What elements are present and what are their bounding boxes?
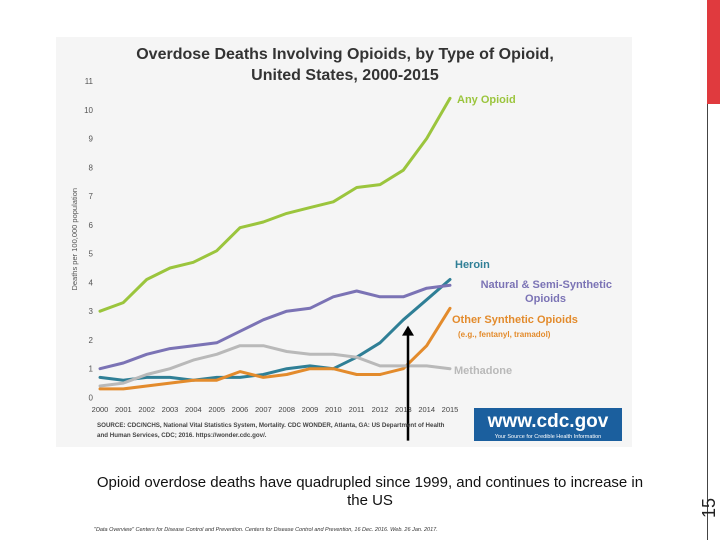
y-tick-label: 1 bbox=[89, 365, 94, 374]
x-tick-label: 2012 bbox=[372, 405, 389, 414]
y-tick-label: 0 bbox=[89, 394, 94, 403]
y-tick-label: 5 bbox=[89, 250, 94, 259]
x-tick-label: 2003 bbox=[162, 405, 179, 414]
series-line-any-opioid bbox=[98, 96, 452, 313]
slide-caption: Opioid overdose deaths have quadrupled s… bbox=[96, 474, 644, 509]
series-line-other-synthetic-opioids bbox=[98, 306, 452, 391]
series-label: Any Opioid bbox=[457, 94, 516, 106]
x-tick-label: 2014 bbox=[418, 405, 435, 414]
series-label: Other Synthetic Opioids bbox=[452, 314, 578, 326]
series-line-methadone bbox=[98, 344, 452, 388]
series-line-heroin bbox=[98, 278, 452, 382]
series-label: Natural & Semi-Synthetic bbox=[481, 279, 612, 291]
annotation-arrow-head bbox=[402, 325, 414, 336]
x-tick-label: 2015 bbox=[442, 405, 459, 414]
cdc-logo-tagline: Your Source for Credible Health Informat… bbox=[495, 434, 602, 440]
citation-footnote: "Data Overview" Centers for Disease Cont… bbox=[94, 527, 438, 533]
series-label: Heroin bbox=[455, 259, 490, 271]
cdc-logo-url: www.cdc.gov bbox=[487, 411, 609, 432]
y-tick-label: 7 bbox=[89, 192, 94, 201]
series-label: Methadone bbox=[454, 365, 512, 377]
slide-accent-bar bbox=[707, 0, 720, 104]
series-label: (e.g., fentanyl, tramadol) bbox=[458, 330, 551, 339]
y-axis-label: Deaths per 100,000 population bbox=[70, 188, 79, 291]
y-tick-label: 2 bbox=[89, 336, 94, 345]
x-tick-label: 2000 bbox=[92, 405, 109, 414]
series-line-natural-semi-synthetic-opioids bbox=[98, 283, 452, 371]
x-tick-label: 2007 bbox=[255, 405, 272, 414]
x-tick-label: 2004 bbox=[185, 405, 202, 414]
y-tick-label: 11 bbox=[85, 77, 94, 86]
x-tick-label: 2001 bbox=[115, 405, 132, 414]
x-tick-label: 2008 bbox=[278, 405, 295, 414]
x-tick-label: 2002 bbox=[138, 405, 155, 414]
slide-divider bbox=[707, 104, 708, 540]
source-note-line: and Human Services, CDC; 2016. https://w… bbox=[97, 432, 267, 439]
x-tick-label: 2011 bbox=[349, 405, 365, 414]
y-tick-label: 8 bbox=[89, 163, 94, 172]
x-tick-label: 2005 bbox=[208, 405, 225, 414]
x-tick-label: 2010 bbox=[325, 405, 342, 414]
chart-title-line: Overdose Deaths Involving Opioids, by Ty… bbox=[136, 46, 554, 63]
series-label: Opioids bbox=[525, 293, 566, 305]
x-tick-label: 2013 bbox=[395, 405, 412, 414]
chart-title-line: United States, 2000-2015 bbox=[251, 67, 439, 84]
x-tick-label: 2009 bbox=[302, 405, 319, 414]
y-tick-label: 6 bbox=[89, 221, 94, 230]
y-tick-label: 9 bbox=[89, 135, 94, 144]
y-tick-label: 10 bbox=[84, 106, 93, 115]
x-tick-label: 2006 bbox=[232, 405, 249, 414]
y-tick-label: 4 bbox=[89, 278, 94, 287]
cdc-logo-box bbox=[474, 408, 622, 441]
source-note-line: SOURCE: CDC/NCHS, National Vital Statist… bbox=[97, 422, 445, 429]
y-tick-label: 3 bbox=[89, 307, 94, 316]
